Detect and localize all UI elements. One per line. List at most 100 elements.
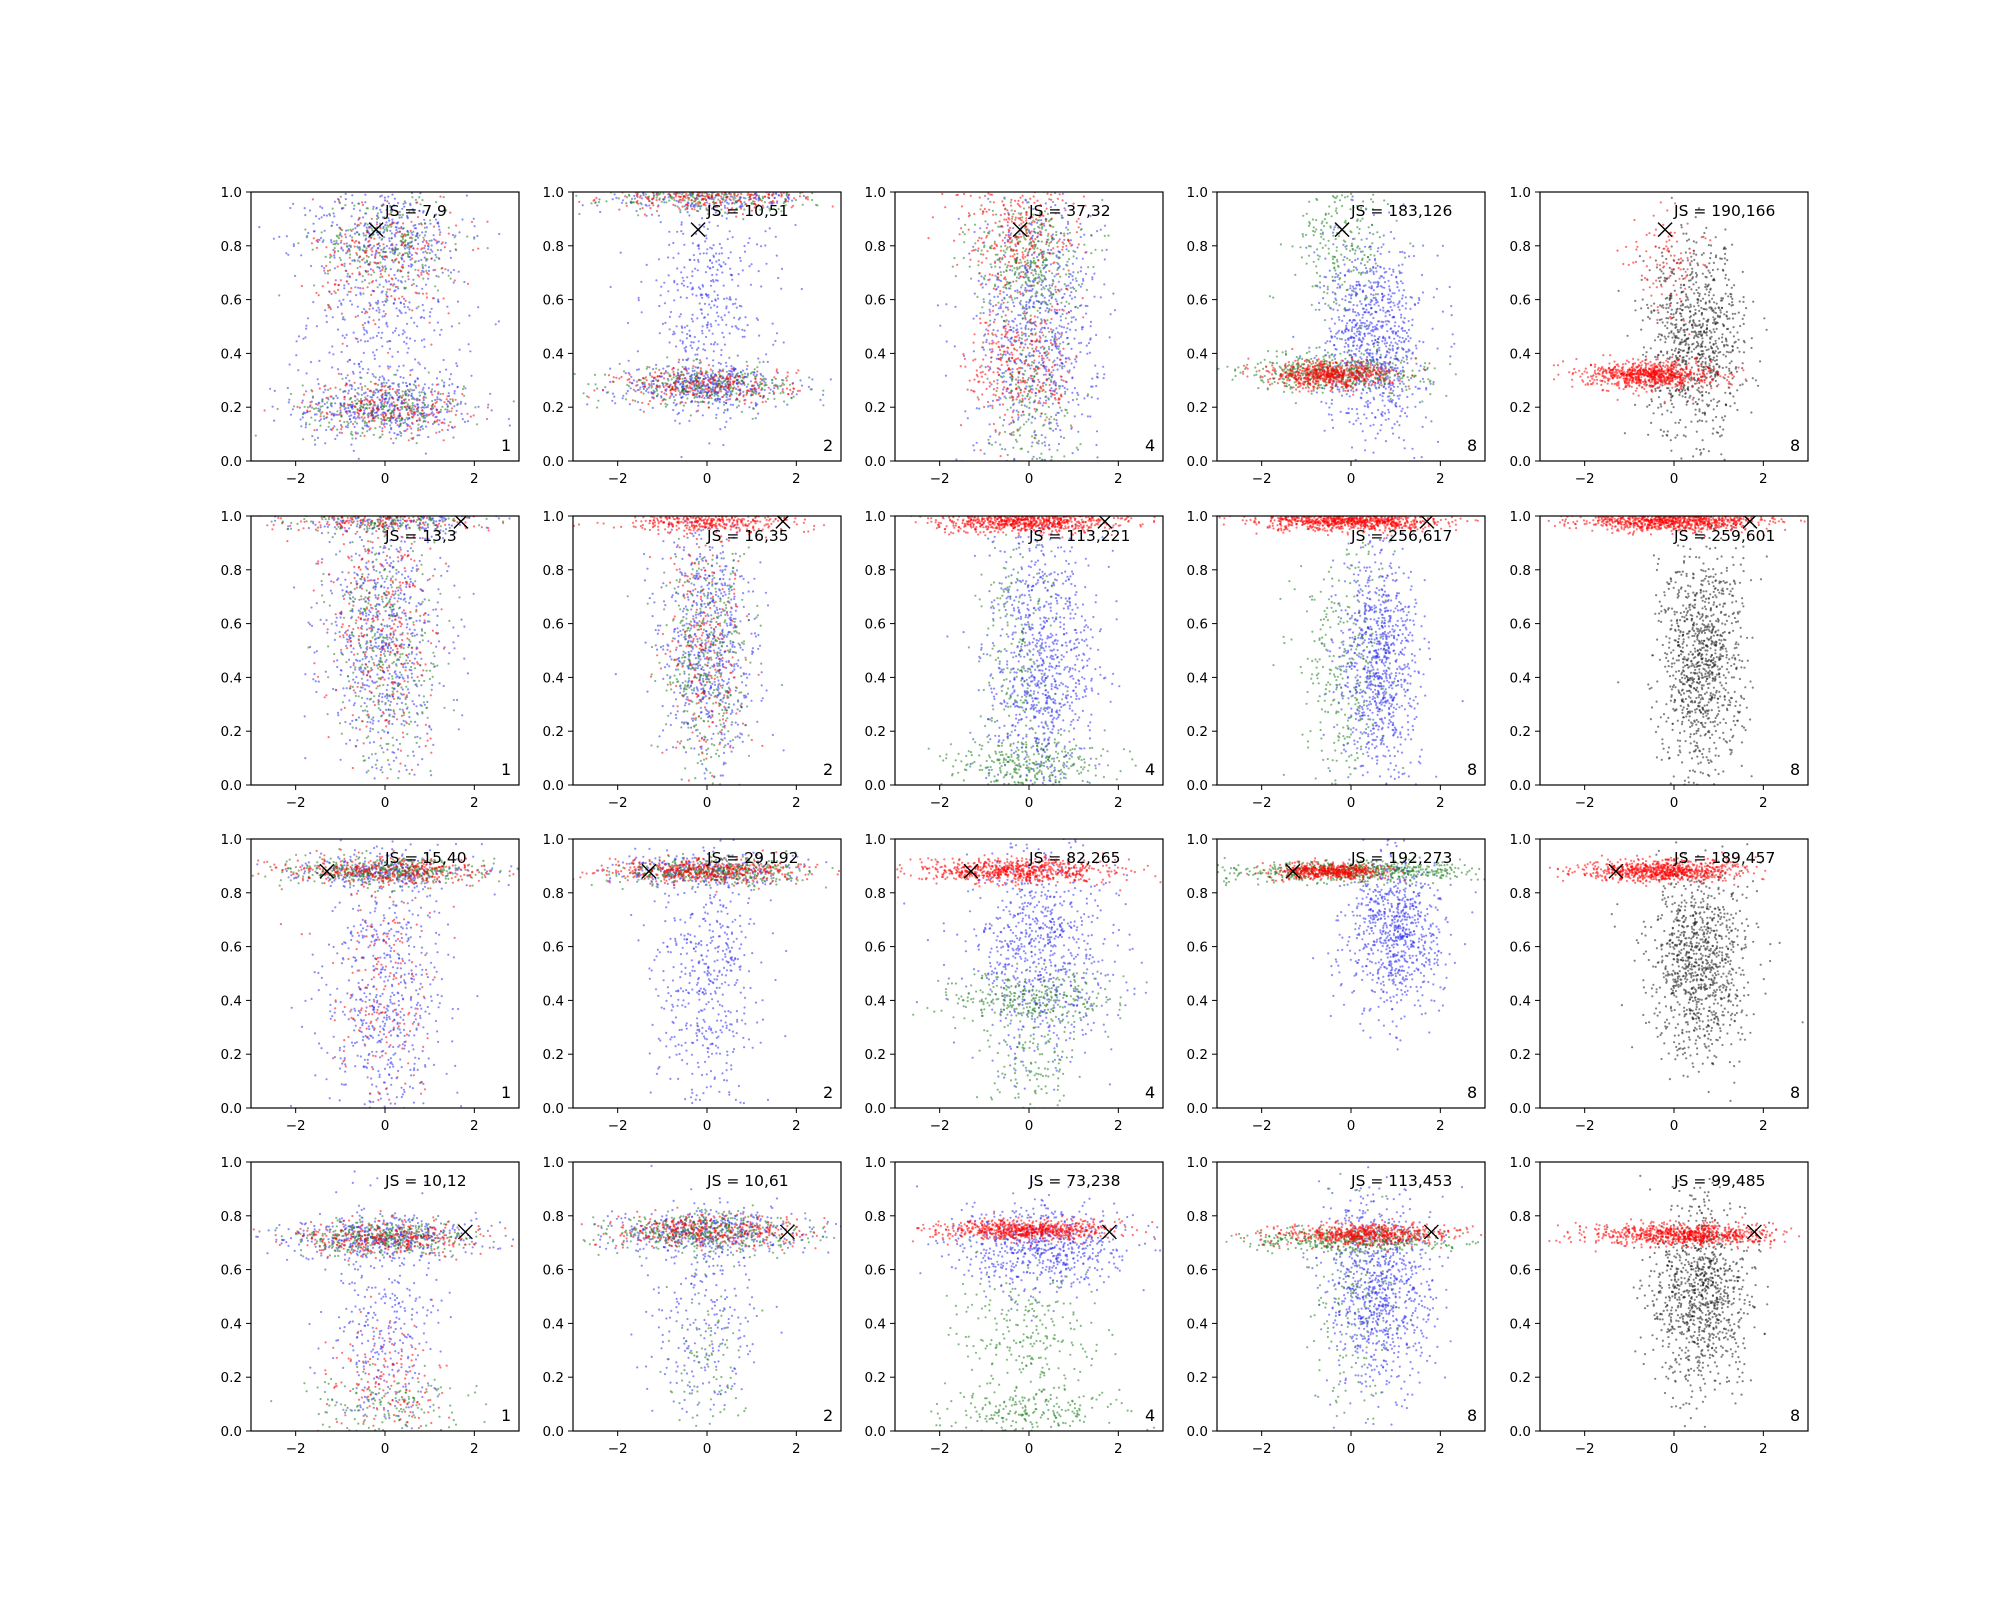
scatter-point (780, 287, 783, 290)
scatter-point (724, 388, 727, 391)
scatter-point (397, 201, 400, 205)
scatter-point (421, 409, 424, 412)
scatter-point (363, 399, 366, 402)
scatter-point (378, 425, 381, 428)
scatter-point (627, 385, 631, 388)
scatter-point (1045, 365, 1048, 368)
scatter-point (742, 382, 746, 385)
scatter-point (347, 247, 350, 250)
scatter-point (1032, 230, 1035, 233)
scatter-point (655, 363, 658, 366)
scatter-point (407, 398, 411, 401)
scatter-point (383, 303, 386, 307)
scatter-point (1018, 301, 1021, 304)
scatter-point (424, 452, 427, 455)
scatter-point (448, 400, 451, 403)
scatter-point (683, 347, 686, 350)
scatter-point (700, 312, 704, 315)
scatter-point (761, 204, 764, 207)
scatter-point (436, 289, 440, 292)
scatter-point (306, 409, 309, 412)
scatter-point (721, 381, 724, 384)
scatter-point (444, 408, 447, 411)
scatter-point (353, 412, 356, 415)
scatter-point (449, 250, 452, 253)
scatter-point (392, 413, 395, 416)
scatter-point (737, 273, 740, 276)
scatter-point (353, 425, 356, 428)
scatter-point (340, 425, 344, 428)
scatter-point (1057, 345, 1060, 348)
scatter-point (1030, 289, 1033, 292)
scatter-point (734, 298, 738, 301)
scatter-point (976, 249, 980, 252)
scatter-point (332, 353, 335, 356)
scatter-point (339, 411, 342, 414)
scatter-point (337, 198, 340, 202)
scatter-point (409, 409, 412, 412)
scatter-point (428, 321, 431, 324)
scatter-point (392, 302, 395, 305)
scatter-point (413, 339, 417, 342)
scatter-point (325, 264, 328, 267)
scatter-point (1044, 339, 1047, 342)
scatter-point (1024, 324, 1028, 327)
scatter-point (365, 425, 369, 428)
scatter-point (385, 244, 388, 248)
scatter-point (454, 243, 457, 246)
scatter-point (376, 221, 379, 224)
scatter-point (433, 238, 436, 241)
scatter-point (427, 421, 430, 424)
scatter-point (386, 200, 389, 203)
scatter-point (783, 400, 786, 403)
scatter-point (385, 321, 388, 324)
scatter-point (408, 417, 411, 420)
scatter-point (410, 397, 414, 400)
scatter-point (706, 373, 709, 377)
scatter-point (422, 277, 425, 280)
scatter-point (455, 409, 458, 412)
scatter-point (349, 299, 352, 303)
scatter-point (637, 296, 640, 299)
scatter-point (722, 196, 725, 199)
scatter-point (680, 371, 683, 374)
scatter-point (755, 243, 759, 246)
scatter-point (688, 382, 692, 385)
scatter-point (408, 308, 411, 311)
scatter-point (698, 362, 701, 365)
scatter-point (378, 308, 381, 311)
scatter-point (696, 388, 699, 391)
scatter-point (438, 333, 442, 336)
scatter-point (672, 376, 675, 379)
scatter-point (1054, 204, 1057, 207)
scatter-point (1026, 283, 1029, 286)
scatter-point (308, 209, 312, 212)
scatter-point (407, 242, 410, 245)
scatter-point (416, 292, 419, 295)
scatter-point (979, 253, 983, 256)
scatter-point (748, 193, 751, 196)
scatter-point (753, 375, 757, 378)
scatter-point (739, 392, 742, 395)
scatter-point (361, 431, 364, 435)
scatter-point (396, 350, 399, 353)
scatter-point (1073, 387, 1076, 390)
scatter-point (626, 378, 629, 381)
scatter-point (791, 382, 794, 385)
scatter-point (339, 388, 342, 391)
scatter-point (407, 275, 410, 278)
scatter-point (348, 398, 351, 401)
scatter-point (418, 399, 421, 402)
scatter-point (403, 233, 406, 236)
scatter-point (672, 330, 675, 333)
scatter-point (674, 404, 677, 407)
scatter-point (1018, 277, 1021, 280)
scatter-point (993, 318, 996, 321)
scatter-point (316, 238, 319, 241)
scatter-point (404, 311, 407, 314)
scatter-point (641, 207, 644, 210)
scatter-point (360, 393, 363, 396)
scatter-point (443, 246, 446, 249)
scatter-point (395, 307, 398, 310)
scatter-point (384, 279, 387, 282)
